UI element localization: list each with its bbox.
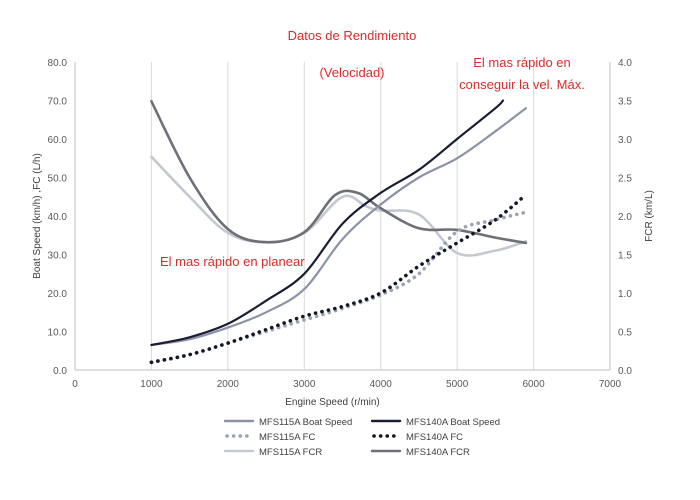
y-right-axis-title: FCR (km/L) [644,190,655,242]
annotation-fastest-max-speed-line2: conseguir la vel. Máx. [459,77,585,92]
x-tick-label: 7000 [599,379,622,390]
x-axis-title: Engine Speed (r/min) [285,397,380,408]
chart-text: Datos de Rendimiento (Velocidad) El mas rá… [160,28,585,269]
y-left-axis-title: Boat Speed (km/h) ,FC (L/h) [32,153,43,279]
legend-item-mfs115a-boat-speed: MFS115A Boat Speed [223,417,352,428]
legend-label: MFS140A Boat Speed [406,417,500,428]
legend-item-mfs140a-boat-speed: MFS140A Boat Speed [370,417,500,428]
grid [150,62,611,370]
y-right-tick-label: 2.0 [618,212,632,223]
y-left-tick-label: 40.0 [48,212,68,223]
y-right-tick-label: 1.5 [618,251,632,262]
x-tick-label: 4000 [370,379,393,390]
legend-label: MFS115A Boat Speed [259,417,352,428]
y-left-tick-label: 80.0 [48,58,68,69]
y-left-tick-label: 30.0 [48,251,68,262]
y-right-tick-label: 3.5 [618,97,632,108]
series-line-mfs115a-fc [149,210,528,365]
series-line-mfs140a-fc [149,193,528,365]
y-left-tick-label: 60.0 [48,135,68,146]
legend-item-mfs115a-fc: MFS115A FC [225,432,315,443]
series-group [149,99,528,365]
legend: MFS115A Boat Speed MFS140A Boat Speed MFS1… [223,417,500,458]
legend-label: MFS140A FCR [406,447,470,458]
y-right-tick-label: 0.5 [618,328,632,339]
series-line-mfs140a-boat-speed [150,99,505,347]
axes: 0 1000 2000 3000 4000 5000 6000 7000 0.0 10.0 20.0… [32,58,655,408]
series-line-mfs115a-boat-speed [150,107,527,347]
y-left-tick-label: 50.0 [48,174,68,185]
legend-item-mfs140a-fc: MFS140A FC [372,432,463,443]
annotation-fastest-planing: El mas rápido en planear [160,254,305,269]
series-line-mfs140a-fcr [150,100,528,245]
x-tick-label: 3000 [293,379,316,390]
y-left-tick-label: 20.0 [48,289,68,300]
y-left-tick-label: 10.0 [48,328,68,339]
x-tick-label: 5000 [446,379,469,390]
x-tick-label: 6000 [522,379,545,390]
legend-label: MFS115A FCR [259,447,322,458]
x-tick-label: 1000 [140,379,163,390]
y-right-tick-label: 1.0 [618,289,632,300]
chart-title: Datos de Rendimiento [288,28,417,43]
chart-subtitle: (Velocidad) [319,65,384,80]
legend-item-mfs115a-fcr: MFS115A FCR [223,447,322,458]
y-right-tick-label: 2.5 [618,174,632,185]
annotation-fastest-max-speed-line1: El mas rápido en [473,55,571,70]
y-right-tick-label: 0.0 [618,366,632,377]
series-line-mfs115a-fcr [150,155,528,257]
y-left-tick-label: 70.0 [48,97,68,108]
y-right-tick-label: 3.0 [618,135,632,146]
y-right-tick-label: 4.0 [618,58,632,69]
x-tick-label: 0 [72,379,78,390]
y-left-tick-label: 0.0 [53,366,67,377]
x-tick-label: 2000 [217,379,240,390]
legend-label: MFS140A FC [406,432,463,443]
legend-label: MFS115A FC [259,432,315,443]
legend-item-mfs140a-fcr: MFS140A FCR [370,447,470,458]
